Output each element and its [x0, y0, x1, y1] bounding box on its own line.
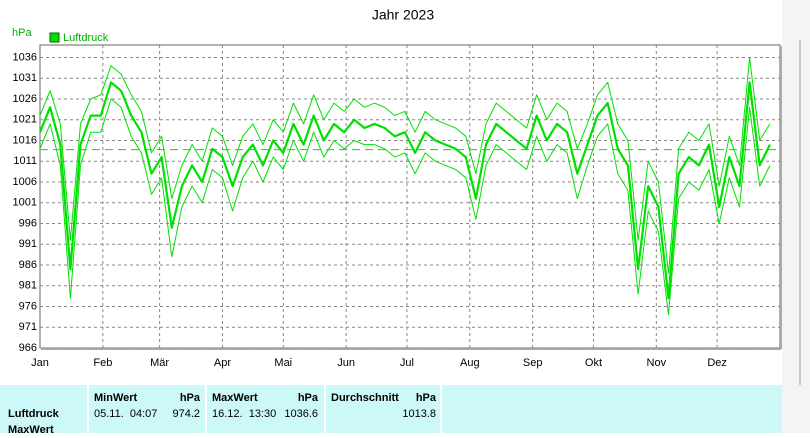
x-tick-label: Nov: [647, 357, 667, 369]
y-tick-label: 1006: [13, 176, 37, 188]
x-tick-label: Jan: [31, 357, 49, 369]
y-tick-label: 1016: [13, 134, 37, 146]
legend-swatch: [49, 32, 60, 43]
cell-value: 1013.8: [402, 408, 436, 420]
range-line: [39, 57, 771, 274]
range-line: [39, 98, 771, 316]
row-label: MaxWert: [8, 424, 54, 433]
x-tick-label: Dez: [707, 357, 727, 369]
plot-area: [39, 44, 781, 349]
y-tick-label: 991: [19, 238, 37, 250]
y-tick-label: 971: [19, 321, 37, 333]
stats-table: MinWert hPa MaxWert hPa Durchschnitt hPa…: [0, 385, 782, 436]
side-panel: [782, 0, 810, 433]
y-tick-label: 986: [19, 259, 37, 271]
row-label: Luftdruck: [8, 408, 60, 420]
y-tick-label: 1001: [13, 197, 37, 209]
cell-value: 974.2: [172, 408, 200, 420]
x-tick-label: Mai: [274, 357, 292, 369]
col-unit: hPa: [298, 392, 319, 404]
x-tick-label: Sep: [523, 357, 543, 369]
x-tick-label: Jun: [337, 357, 355, 369]
x-tick-label: Mär: [150, 357, 169, 369]
col-header: MaxWert: [212, 392, 258, 404]
y-tick-label: 1021: [13, 114, 37, 126]
y-axis-label: hPa: [12, 27, 32, 39]
legend-label: Luftdruck: [63, 32, 109, 44]
x-tick-label: Jul: [400, 357, 414, 369]
col-header: Durchschnitt: [331, 392, 399, 404]
y-tick-label: 1031: [13, 72, 37, 84]
y-tick-label: 1036: [13, 51, 37, 63]
chart-title: Jahr 2023: [372, 7, 434, 23]
y-tick-label: 996: [19, 217, 37, 229]
x-tick-label: Feb: [93, 357, 112, 369]
col-unit: hPa: [416, 392, 437, 404]
cell-time: 16.12. 13:30: [212, 408, 276, 420]
cell-time: 05.11. 04:07: [94, 408, 157, 420]
y-tick-label: 966: [19, 342, 37, 354]
y-tick-label: 981: [19, 280, 37, 292]
x-tick-label: Apr: [214, 357, 231, 369]
table-bg: [0, 385, 782, 433]
cell-value: 1036.6: [284, 408, 318, 420]
y-tick-label: 976: [19, 300, 37, 312]
y-tick-label: 1026: [13, 93, 37, 105]
col-unit: hPa: [180, 392, 201, 404]
col-header: MinWert: [94, 392, 138, 404]
data-line: [38, 81, 771, 300]
x-tick-label: Okt: [585, 357, 602, 369]
y-tick-label: 1011: [13, 155, 37, 167]
x-tick-label: Aug: [460, 357, 480, 369]
